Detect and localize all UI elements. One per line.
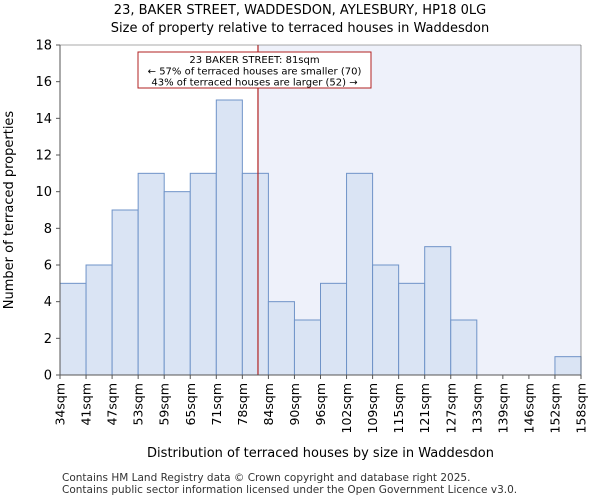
- x-tick-label: 71sqm: [209, 383, 224, 426]
- x-tick-label: 78sqm: [235, 383, 250, 426]
- x-tick-label: 139sqm: [495, 383, 510, 433]
- histogram-bar: [372, 264, 400, 376]
- footer-licence: Contains public sector information licen…: [62, 484, 518, 496]
- annotation-box: [137, 51, 372, 89]
- x-tick-label: 34sqm: [53, 383, 68, 426]
- x-tick-label: 115sqm: [391, 383, 406, 433]
- chart-title: Size of property relative to terraced ho…: [110, 21, 490, 36]
- y-tick-label: 12: [35, 149, 52, 164]
- footer-copyright: Contains HM Land Registry data © Crown c…: [62, 472, 471, 484]
- histogram-chart: 0 2 4 6 8 10 12 14 16 18 34sqm 41sqm 47sqm 53sqm 59sqm…: [2, 39, 589, 462]
- x-tick-label: 109sqm: [365, 383, 380, 433]
- y-tick-label: 10: [35, 185, 52, 200]
- histogram-bar: [85, 264, 113, 376]
- histogram-bar: [424, 246, 452, 376]
- x-tick-label: 65sqm: [183, 383, 198, 426]
- x-tick-label: 121sqm: [417, 383, 432, 433]
- annotation-line-1: 23 BAKER STREET: 81sqm: [189, 55, 319, 66]
- x-tick-label: 133sqm: [469, 383, 484, 433]
- y-tick-label: 0: [44, 369, 52, 384]
- x-tick-label: 146sqm: [521, 383, 536, 433]
- x-tick-label: 96sqm: [313, 383, 328, 426]
- histogram-bar: [398, 282, 426, 376]
- x-axis-label: Distribution of terraced houses by size …: [147, 446, 494, 461]
- histogram-bar: [293, 319, 322, 376]
- x-tick-label: 127sqm: [443, 383, 458, 433]
- annotation-line-3: 43% of terraced houses are larger (52) →: [151, 78, 357, 89]
- x-tick-label: 158sqm: [574, 383, 589, 433]
- annotation-line-2: ← 57% of terraced houses are smaller (70…: [148, 67, 362, 78]
- y-tick-label: 4: [44, 295, 52, 310]
- histogram-bar: [163, 191, 191, 376]
- x-tick-label: 152sqm: [547, 383, 562, 433]
- histogram-bar: [346, 172, 374, 376]
- histogram-bar: [267, 301, 295, 376]
- histogram-bar: [320, 282, 348, 376]
- x-tick-label: 41sqm: [79, 383, 94, 426]
- y-tick-label: 2: [44, 332, 52, 347]
- histogram-bar: [189, 172, 217, 376]
- x-tick-label: 84sqm: [261, 383, 276, 426]
- histogram-bar: [241, 172, 269, 376]
- x-tick-label: 47sqm: [105, 383, 120, 426]
- histogram-bar: [554, 356, 582, 376]
- x-tick-label: 90sqm: [287, 383, 302, 426]
- y-tick-label: 8: [44, 222, 52, 237]
- histogram-bar: [111, 209, 139, 376]
- histogram-bar: [59, 282, 87, 376]
- y-tick-label: 14: [35, 112, 52, 127]
- histogram-bar: [450, 319, 478, 376]
- histogram-bar: [137, 172, 165, 376]
- x-tick-label: 53sqm: [131, 383, 146, 426]
- y-axis-label: Number of terraced properties: [2, 111, 17, 310]
- y-tick-label: 16: [35, 75, 52, 90]
- x-tick-label: 59sqm: [157, 383, 172, 426]
- chart-title-address: 23, BAKER STREET, WADDESDON, AYLESBURY, …: [113, 3, 487, 18]
- y-tick-label: 18: [35, 39, 52, 54]
- x-tick-label: 102sqm: [339, 383, 354, 433]
- histogram-bar: [215, 99, 243, 376]
- y-tick-label: 6: [44, 259, 52, 274]
